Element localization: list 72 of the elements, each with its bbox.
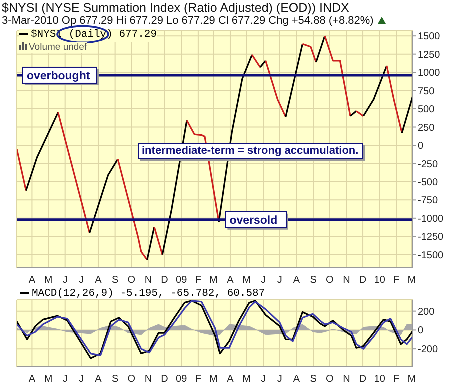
x-tick-label: A [293,374,300,383]
x-tick-label: O [128,374,136,383]
line-series [117,158,148,261]
x-tick-label: O [326,275,334,286]
x-tick-label: A [293,275,300,286]
x-tick-label: F [394,374,400,383]
x-tick-label: A [227,275,234,286]
x-tick-label: A [95,374,102,383]
y-tick-label: 1250 [418,50,441,61]
y-tick-label: 0 [418,141,424,152]
x-tick-label: M [242,275,251,286]
x-tick-label: J [277,275,282,286]
y-tick-label: 0 [418,326,424,337]
x-tick-label: A [28,275,36,286]
x-tick-label: J [79,374,84,383]
x-tick-label: J [79,275,84,286]
y-tick-label: 250 [418,122,436,134]
x-tick-label: D [161,374,168,383]
x-tick-label: S [310,275,318,286]
x-tick-label: D [161,275,168,286]
y-tick-label: 500 [418,104,436,116]
y-tick-label: 200 [418,306,436,318]
x-tick-label: M [44,275,53,286]
x-tick-label: 10 [374,374,386,383]
x-tick-label: J [261,374,266,383]
chart-title: $NYSI (NYSE Summation Index (Ratio Adjusted) (EOD)) INDX [2,1,350,15]
y-tick-label: -250 [418,159,438,170]
x-tick-label: F [195,374,202,383]
x-tick-label: N [144,374,152,383]
chart-title: MACD(12,26,9) -5.195, -65.782, 60.587 [32,288,266,300]
x-tick-label: J [62,275,68,286]
x-tick-label: A [227,374,234,383]
ref-line-label: overbought [26,70,90,82]
x-tick-label: A [28,374,36,383]
x-tick-label: 10 [374,275,386,286]
x-tick-label: M [44,374,53,383]
chart-subtitle: 3-Mar-2010 Op 677.29 Hi 677.29 Lo 677.29 Cl 677.29 Chg +54.88 (+8.82%) [2,15,374,27]
x-tick-label: M [408,374,416,383]
x-tick-label: M [242,374,251,383]
x-tick-label: N [144,275,152,286]
x-tick-label: 09 [176,275,188,286]
x-tick-label: N [343,374,350,383]
x-tick-label: S [112,374,119,383]
y-tick-label: -1000 [418,214,444,225]
x-tick-label: J [62,374,68,383]
x-tick-label: S [112,275,119,286]
ref-line-label: oversold [230,214,278,227]
x-tick-label: O [326,374,334,383]
x-tick-label: J [277,374,282,383]
y-tick-label: -200 [418,344,438,356]
x-tick-label: F [394,275,400,286]
x-tick-label: J [261,275,266,286]
x-tick-label: M [408,275,416,286]
annotation: intermediate-term = strong accumulation. [138,143,363,159]
x-tick-label: N [343,275,350,286]
x-tick-label: S [310,374,318,383]
y-tick-label: -1500 [418,250,444,262]
y-tick-label: -1250 [418,232,444,244]
x-tick-label: F [195,275,202,286]
y-tick-label: -750 [418,196,438,207]
y-tick-label: 1000 [418,68,441,80]
annotation: Volume undef [29,42,88,53]
y-tick-label: -500 [418,178,438,188]
x-tick-label: D [359,275,367,286]
x-tick-label: M [209,374,218,383]
x-tick-label: A [95,275,102,286]
x-tick-label: 09 [176,374,188,383]
x-tick-label: O [128,275,136,286]
x-tick-label: D [359,374,367,383]
y-tick-label: 750 [418,86,436,98]
x-tick-label: M [209,275,218,286]
y-tick-label: 1500 [418,32,441,43]
